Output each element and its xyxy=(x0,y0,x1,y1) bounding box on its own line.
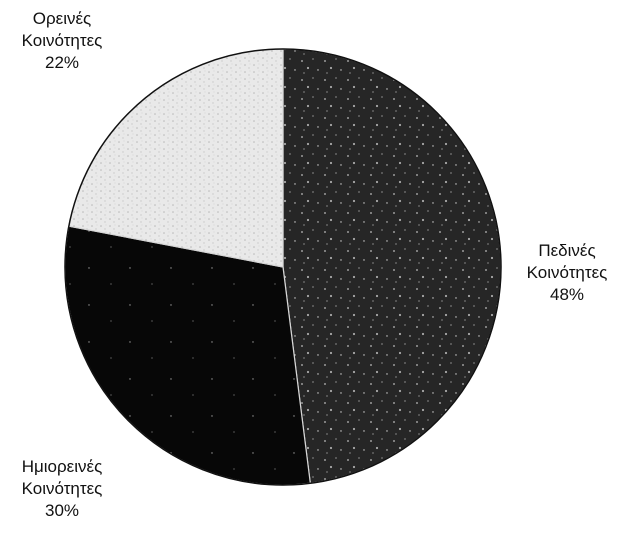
slice-name-label: Κοινότητες xyxy=(527,263,608,282)
slice-percent-label: 30% xyxy=(45,501,79,520)
slice-label: Ορεινές Κοινότητες 22% xyxy=(22,9,103,72)
pie-slice-texture xyxy=(64,226,311,485)
slice-label: Ημιορεινές Κοινότητες 30% xyxy=(22,457,103,520)
slice-label: Πεδινές Κοινότητες 48% xyxy=(527,241,608,304)
pie-slices xyxy=(64,48,502,486)
slice-name-label: Κοινότητες xyxy=(22,31,103,50)
slice-percent-label: 48% xyxy=(550,285,584,304)
slice-labels: Πεδινές Κοινότητες 48% Ημιορεινές Κοινότητες… xyxy=(22,9,608,520)
pie-slice-texture xyxy=(68,48,283,268)
pie-slice xyxy=(282,48,502,484)
slice-name-label: Ορεινές xyxy=(33,9,92,28)
slice-name-label: Πεδινές xyxy=(538,241,595,260)
pie-slice-texture xyxy=(283,49,502,484)
pie-outline xyxy=(64,48,502,486)
slice-name-label: Κοινότητες xyxy=(22,479,103,498)
slice-name-label: Ημιορεινές xyxy=(22,457,103,476)
slice-percent-label: 22% xyxy=(45,53,79,72)
